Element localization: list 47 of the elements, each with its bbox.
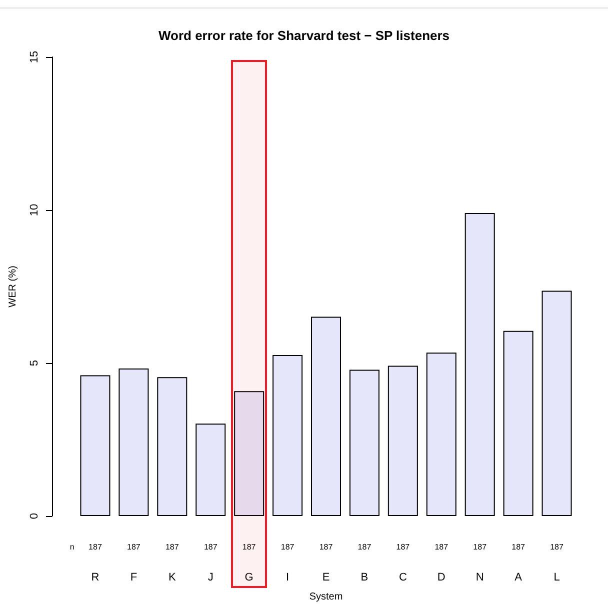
y-tick-label: 15 <box>28 50 40 64</box>
bar <box>157 377 188 516</box>
text: 187 <box>550 542 564 552</box>
bar <box>311 316 341 516</box>
text: 187 <box>319 542 334 552</box>
x-tick-label: K <box>168 572 176 584</box>
text: 187 <box>280 542 295 552</box>
bar <box>196 424 226 516</box>
x-tick-label: N <box>476 572 484 584</box>
text: 187 <box>127 542 141 552</box>
chart-title: Word error rate for Sharvard test − SP listeners <box>158 28 450 43</box>
x-tick-label: B <box>360 572 368 584</box>
x-axis-title: System <box>309 592 343 602</box>
bar <box>272 355 303 516</box>
bar <box>118 368 149 516</box>
x-tick-label: D <box>437 572 446 584</box>
bar <box>426 352 456 516</box>
text: 187 <box>358 542 372 552</box>
x-tick-label: F <box>130 572 138 584</box>
text: 187 <box>165 542 180 552</box>
x-tick-label: I <box>286 572 290 584</box>
bar <box>542 290 572 516</box>
text: n <box>70 542 74 552</box>
text: 187 <box>242 542 256 552</box>
text: 187 <box>396 542 410 552</box>
x-tick-label: J <box>208 572 214 584</box>
x-tick-label: G <box>244 572 254 584</box>
bar <box>349 370 380 516</box>
y-axis-title: WER (%) <box>8 266 18 308</box>
x-tick-label: L <box>554 572 560 584</box>
x-tick-label: A <box>514 572 523 584</box>
text: 187 <box>512 542 526 552</box>
bar <box>80 375 110 516</box>
text: 187 <box>88 542 102 552</box>
text: 187 <box>473 542 488 552</box>
y-tick-label: 10 <box>28 204 40 216</box>
y-tick-label: 0 <box>28 512 40 520</box>
y-tick-label: 5 <box>28 360 40 366</box>
text: 187 <box>204 542 218 552</box>
bar <box>503 330 534 516</box>
bar <box>234 391 264 516</box>
bar <box>464 213 495 516</box>
x-tick-label: R <box>91 572 100 584</box>
x-tick-label: C <box>398 572 407 584</box>
bar <box>388 366 418 516</box>
text: 187 <box>434 542 449 552</box>
x-tick-label: E <box>322 572 330 584</box>
